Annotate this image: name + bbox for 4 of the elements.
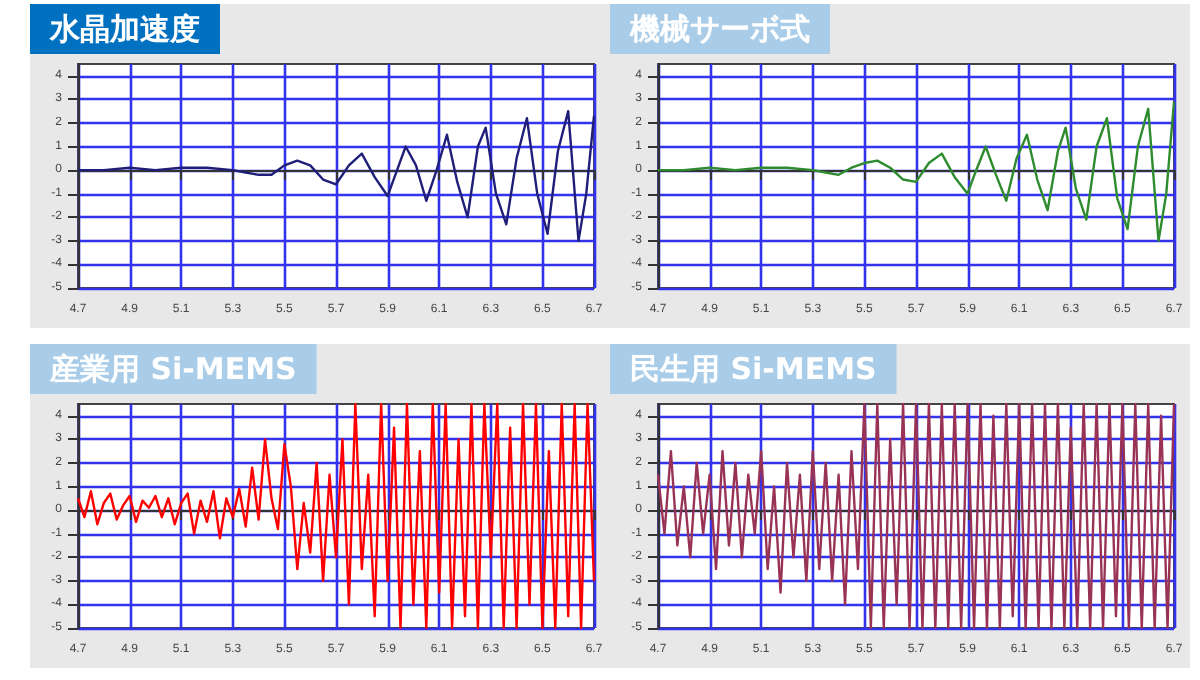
chart-title: 民生用 Si-MEMS bbox=[630, 351, 877, 387]
chart-title: 水晶加速度 bbox=[48, 11, 200, 47]
chart-title: 産業用 Si-MEMS bbox=[48, 351, 297, 387]
chart-title: 機械サーボ式 bbox=[628, 11, 810, 47]
